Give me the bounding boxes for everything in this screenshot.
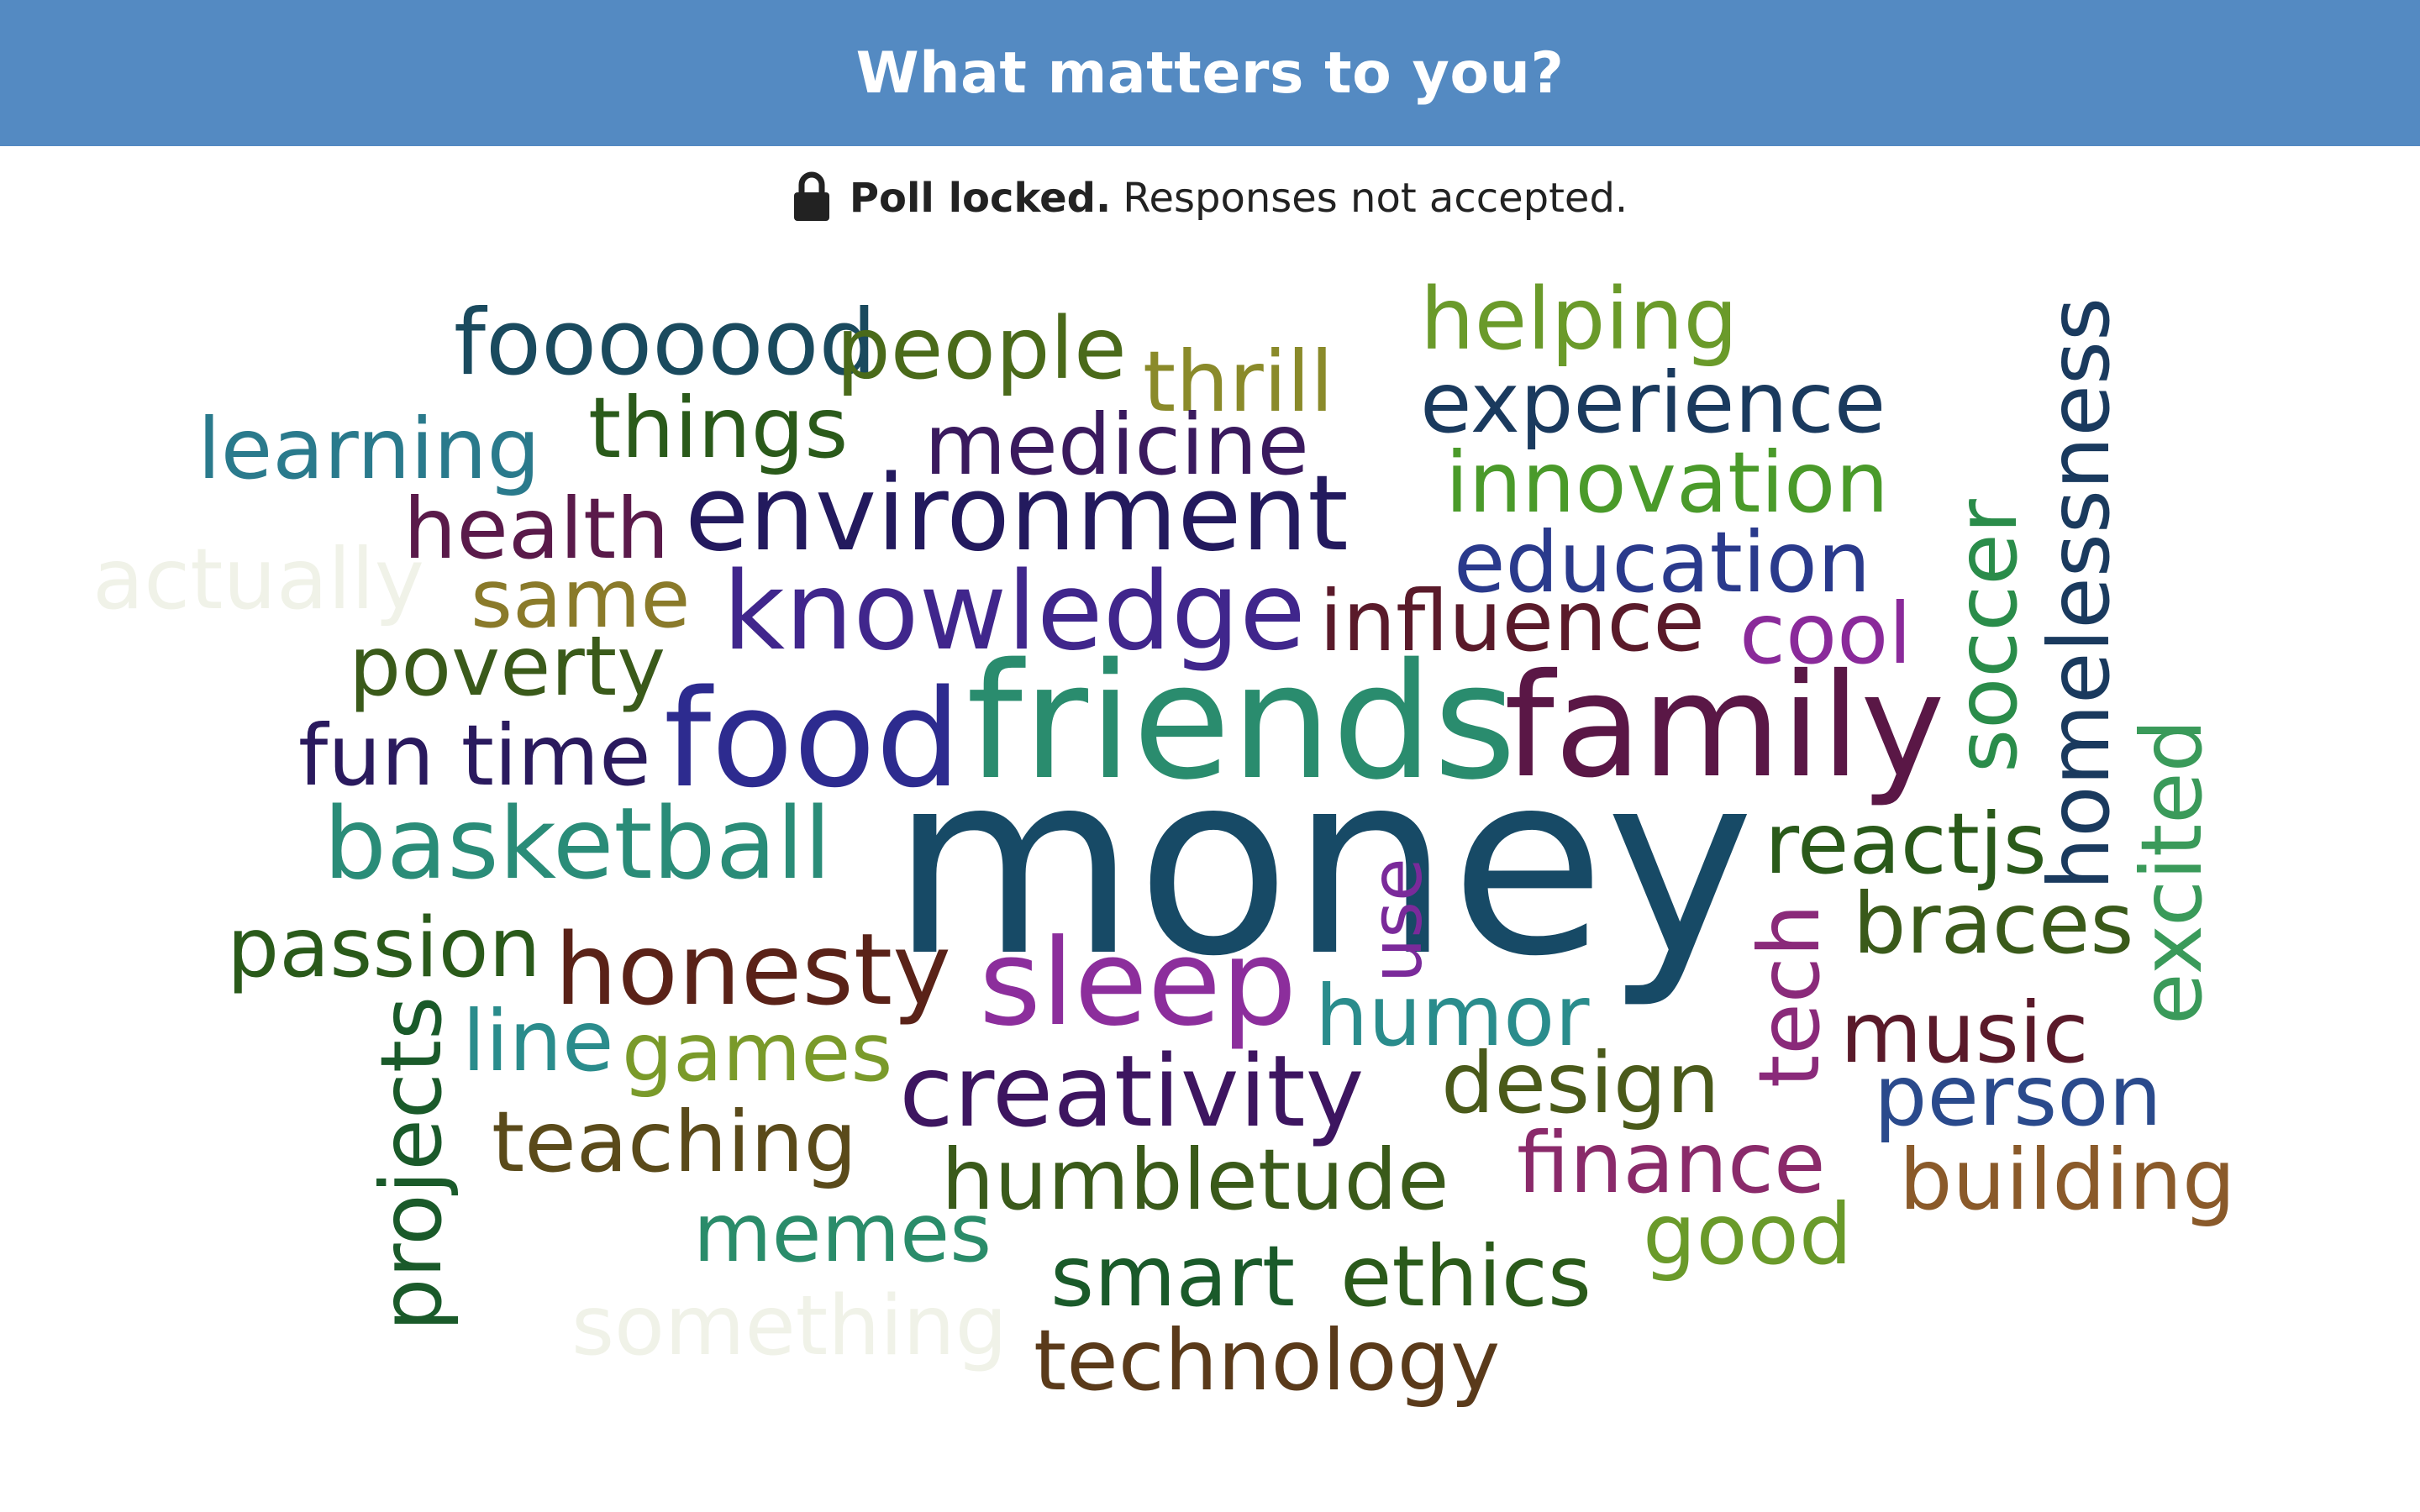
word-family: family (1504, 643, 1945, 810)
word-influence: influence (1319, 572, 1705, 670)
word-same: same (471, 552, 691, 646)
word-innovation: innovation (1445, 433, 1889, 532)
poll-locked-label: Poll locked. (849, 175, 1112, 222)
word-soccer: soccer (1938, 499, 2036, 773)
word-ethics: ethics (1340, 1227, 1591, 1326)
word-poverty: poverty (349, 619, 666, 715)
word-knowledge: knowledge (723, 549, 1306, 675)
word-line: line (462, 992, 614, 1090)
poll-status-text: Responses not accepted. (1123, 175, 1628, 222)
word-environment: environment (685, 454, 1349, 575)
word-projects: projects (362, 995, 460, 1331)
word-things: things (588, 379, 849, 477)
word-braces: braces (1853, 874, 2134, 973)
word-use: use (1355, 858, 1438, 983)
word-music: music (1840, 984, 2089, 1082)
word-humor: humor (1315, 967, 1590, 1065)
word-memes: memes (693, 1186, 992, 1280)
word-food: food (664, 660, 961, 817)
word-fun-time: fun time (298, 706, 651, 805)
word-smart: smart (1050, 1227, 1296, 1326)
word-education: education (1454, 513, 1871, 612)
word-basketball: basketball (324, 785, 832, 901)
word-design: design (1441, 1034, 1720, 1132)
word-fooooood: fooooood (454, 291, 877, 396)
poll-status: Poll locked. Responses not accepted. (0, 165, 2420, 232)
word-teaching: teaching (492, 1093, 858, 1191)
word-creativity: creativity (899, 1033, 1365, 1149)
word-experience: experience (1420, 354, 1886, 452)
word-friends: friends (966, 629, 1517, 815)
word-cool: cool (1739, 585, 1912, 683)
poll-header: What matters to you? (0, 0, 2420, 146)
word-technology: technology (1034, 1311, 1501, 1410)
word-good: good (1643, 1185, 1853, 1284)
lock-icon (793, 171, 829, 221)
word-learning: learning (197, 400, 540, 498)
word-actually: actually (92, 530, 424, 628)
word-people: people (836, 299, 1127, 399)
word-honesty: honesty (555, 911, 951, 1027)
word-homelessness: homelessness (2030, 297, 2128, 890)
word-passion: passion (227, 900, 541, 996)
word-finance: finance (1517, 1114, 1826, 1212)
poll-title: What matters to you? (855, 39, 1565, 107)
word-reactjs: reactjs (1765, 795, 2047, 893)
word-person: person (1874, 1047, 2162, 1145)
word-health: health (403, 480, 670, 578)
word-money: money (891, 718, 1755, 1011)
word-games: games (622, 1005, 893, 1100)
word-sleep: sleep (979, 914, 1297, 1053)
word-humbletude: humbletude (941, 1131, 1449, 1229)
word-medicine: medicine (924, 396, 1309, 494)
word-helping: helping (1420, 270, 1739, 370)
word-something: something (571, 1278, 1007, 1374)
word-tech: tech (1740, 903, 1839, 1088)
word-excited: excited (2123, 718, 2221, 1025)
word-thrill: thrill (1143, 333, 1334, 431)
word-building: building (1899, 1131, 2236, 1229)
